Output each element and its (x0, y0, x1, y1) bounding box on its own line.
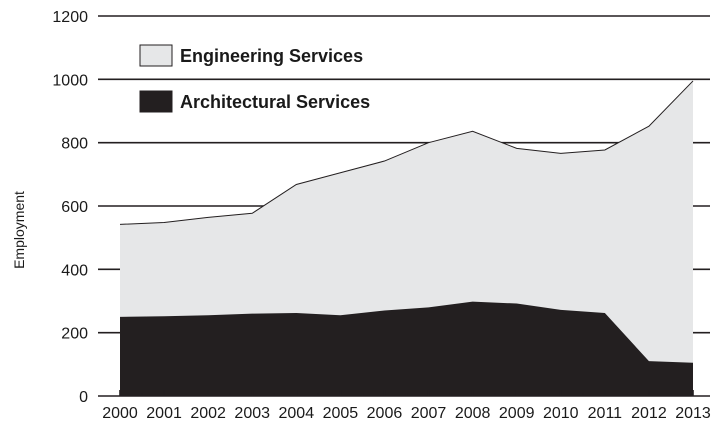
area-engineering-services (120, 80, 693, 363)
x-tick-label-2012: 2012 (631, 405, 667, 422)
area-layer (119, 80, 694, 396)
x-tick-label-2003: 2003 (234, 405, 270, 422)
x-tick-label-2002: 2002 (190, 405, 226, 422)
x-tick-label-2008: 2008 (455, 405, 491, 422)
x-tick-label-2004: 2004 (279, 405, 315, 422)
x-tick-label-2000: 2000 (102, 405, 138, 422)
legend: Engineering Services Architectural Servi… (139, 44, 370, 113)
y-tick-label-1000: 1000 (52, 72, 88, 89)
x-tick-label-2011: 2011 (588, 405, 623, 422)
y-tick-label-400: 400 (61, 262, 88, 279)
legend-label-engineering-services: Engineering Services (180, 46, 363, 66)
y-tick-label-600: 600 (61, 199, 88, 216)
y-tick-label-200: 200 (61, 326, 88, 343)
axis-layer: 0 200 400 600 800 1000 1200 2000 2001 2002 2003 200… (52, 9, 710, 422)
x-tick-label-2006: 2006 (367, 405, 403, 422)
x-tick-label-2007: 2007 (411, 405, 447, 422)
x-tick-label-2013: 2013 (675, 405, 711, 422)
x-tick-label-2001: 2001 (146, 405, 182, 422)
x-tick-label-2009: 2009 (499, 405, 535, 422)
y-axis-title: Employment (11, 191, 27, 269)
x-tick-label-2005: 2005 (323, 405, 359, 422)
legend-swatch-engineering-services (139, 44, 173, 67)
legend-label-architectural-services: Architectural Services (180, 92, 370, 112)
area-edge-engineering-services (119, 80, 694, 225)
y-tick-label-800: 800 (61, 136, 88, 153)
legend-swatch-architectural-services (139, 90, 173, 113)
y-tick-label-0: 0 (79, 389, 88, 406)
x-tick-label-2010: 2010 (543, 405, 579, 422)
area-architectural-services (120, 301, 693, 396)
y-tick-label-1200: 1200 (52, 9, 88, 26)
